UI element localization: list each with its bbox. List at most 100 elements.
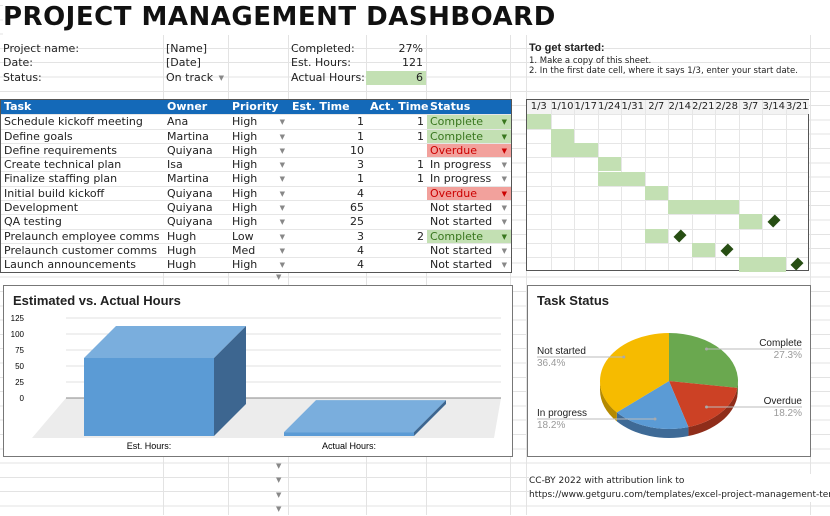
task-owner[interactable]: Quiyana xyxy=(167,143,213,157)
task-name[interactable]: Schedule kickoff meeting xyxy=(4,115,143,129)
status-dropdown[interactable]: Overdue ▼ xyxy=(427,186,511,202)
status-dropdown[interactable]: Overdue ▼ xyxy=(427,143,511,159)
gantt-gridline xyxy=(527,200,808,202)
act-time[interactable]: 1 xyxy=(417,172,424,186)
gantt-date-header: 2/14 xyxy=(668,100,692,115)
act-time[interactable]: 2 xyxy=(417,229,424,243)
task-name[interactable]: Launch announcements xyxy=(4,258,136,272)
gantt-date-header: 2/21 xyxy=(691,100,715,115)
pie-leader-dot xyxy=(705,347,709,351)
status-dropdown[interactable]: Not started ▼ xyxy=(427,258,511,272)
y-tick-label: 100 xyxy=(11,330,25,339)
task-owner[interactable]: Isa xyxy=(167,158,183,172)
act-time[interactable] xyxy=(367,144,427,158)
gantt-date-header: 1/10 xyxy=(550,100,574,115)
priority-dropdown[interactable]: High ▼ xyxy=(229,258,289,272)
priority-dropdown[interactable]: Med ▼ xyxy=(229,244,289,258)
est-time[interactable]: 25 xyxy=(350,215,364,229)
act-time[interactable]: 1 xyxy=(417,129,424,143)
project-name-value[interactable]: [Name] xyxy=(166,42,208,55)
priority-dropdown[interactable]: Low ▼ xyxy=(229,230,289,244)
task-name[interactable]: Create technical plan xyxy=(4,158,122,172)
gantt-bar xyxy=(762,257,786,272)
est-time[interactable]: 4 xyxy=(357,243,364,257)
priority-dropdown[interactable]: High ▼ xyxy=(229,130,289,144)
status-value: On track xyxy=(166,71,214,84)
gantt-bar xyxy=(550,128,574,143)
priority-dropdown[interactable]: High ▼ xyxy=(229,115,289,129)
task-name[interactable]: Define goals xyxy=(4,129,73,143)
pie-slice xyxy=(616,381,689,429)
gantt-date-header: 1/17 xyxy=(574,100,598,115)
task-name[interactable]: Development xyxy=(4,201,79,215)
status-dropdown[interactable]: Not started ▼ xyxy=(427,244,511,258)
task-name[interactable]: Prelaunch customer comms xyxy=(4,243,157,257)
act-time[interactable] xyxy=(367,215,427,229)
task-name[interactable]: Define requirements xyxy=(4,143,118,157)
est-time[interactable]: 4 xyxy=(357,186,364,200)
task-owner[interactable]: Hugh xyxy=(167,229,197,243)
task-name[interactable]: Finalize staffing plan xyxy=(4,172,118,186)
est-time[interactable]: 1 xyxy=(357,129,364,143)
status-value: Not started xyxy=(430,243,493,257)
act-time[interactable] xyxy=(367,187,427,201)
task-owner[interactable]: Hugh xyxy=(167,258,197,272)
completed-label: Completed: xyxy=(291,42,355,55)
priority-dropdown[interactable]: High ▼ xyxy=(229,215,289,229)
est-time[interactable]: 4 xyxy=(357,258,364,272)
chevron-down-icon: ▼ xyxy=(501,175,507,184)
act-time[interactable] xyxy=(367,201,427,215)
chevron-down-icon: ▼ xyxy=(501,261,507,270)
status-dropdown[interactable]: Not started ▼ xyxy=(427,201,511,215)
priority-dropdown[interactable]: High ▼ xyxy=(229,172,289,186)
license-link[interactable]: CC-BY xyxy=(529,476,556,486)
est-time[interactable]: 10 xyxy=(350,143,364,157)
task-owner[interactable]: Hugh xyxy=(167,243,197,257)
task-name[interactable]: QA testing xyxy=(4,215,62,229)
attribution-link[interactable]: https://www.getguru.com/templates/excel-… xyxy=(529,490,830,500)
status-dropdown[interactable]: Complete ▼ xyxy=(427,115,511,130)
gantt-date-header: 1/31 xyxy=(621,100,645,115)
priority-value: High xyxy=(232,143,258,157)
task-owner[interactable]: Quiyana xyxy=(167,186,213,200)
status-dropdown[interactable]: Not started ▼ xyxy=(427,215,511,229)
priority-dropdown[interactable]: High ▼ xyxy=(229,201,289,215)
task-owner[interactable]: Quiyana xyxy=(167,215,213,229)
chevron-down-icon[interactable]: ▼ xyxy=(276,273,282,281)
priority-value: High xyxy=(232,186,258,200)
task-owner[interactable]: Ana xyxy=(167,115,189,129)
priority-dropdown[interactable]: High ▼ xyxy=(229,158,289,172)
chevron-down-icon: ▼ xyxy=(279,175,285,184)
table-header: Task Owner Priority Est. Time Act. Time … xyxy=(1,100,511,115)
est-time[interactable]: 1 xyxy=(357,115,364,129)
milestone-icon xyxy=(766,214,781,228)
est-time[interactable]: 3 xyxy=(357,158,364,172)
status-dropdown[interactable]: Complete ▼ xyxy=(427,229,511,244)
priority-dropdown[interactable]: High ▼ xyxy=(229,144,289,158)
status-value: Not started xyxy=(430,201,493,215)
est-time[interactable]: 65 xyxy=(350,201,364,215)
task-owner[interactable]: Martina xyxy=(167,172,209,186)
chevron-down-icon[interactable]: ▼ ▼ ▼ ▼ xyxy=(276,462,282,513)
task-name[interactable]: Prelaunch employee comms xyxy=(4,229,160,243)
act-time[interactable] xyxy=(367,258,427,272)
y-tick-label: 75 xyxy=(15,346,24,355)
task-owner[interactable]: Quiyana xyxy=(167,201,213,215)
act-time[interactable]: 1 xyxy=(417,115,424,129)
task-owner[interactable]: Martina xyxy=(167,129,209,143)
task-name[interactable]: Initial build kickoff xyxy=(4,186,105,200)
status-dropdown[interactable]: Complete ▼ xyxy=(427,129,511,144)
pie-percent: 18.2% xyxy=(774,408,802,419)
table-row: Define goals Martina High ▼ 1 1 Complete ▼ xyxy=(1,128,511,144)
status-dropdown[interactable]: In progress ▼ xyxy=(427,158,511,172)
pie-slice xyxy=(669,381,738,428)
status-dropdown[interactable]: In progress ▼ xyxy=(427,172,511,186)
act-time[interactable] xyxy=(367,244,427,258)
status-dropdown[interactable]: On track ▼ xyxy=(163,71,228,85)
act-time[interactable]: 1 xyxy=(417,158,424,172)
date-value[interactable]: [Date] xyxy=(166,56,201,69)
priority-dropdown[interactable]: High ▼ xyxy=(229,187,289,201)
est-time[interactable]: 3 xyxy=(357,229,364,243)
gantt-chart: 1/3 1/10 1/17 1/24 1/31 2/7 2/14 2/21 2/28 3/7 3/1… xyxy=(526,99,809,272)
est-time[interactable]: 1 xyxy=(357,172,364,186)
